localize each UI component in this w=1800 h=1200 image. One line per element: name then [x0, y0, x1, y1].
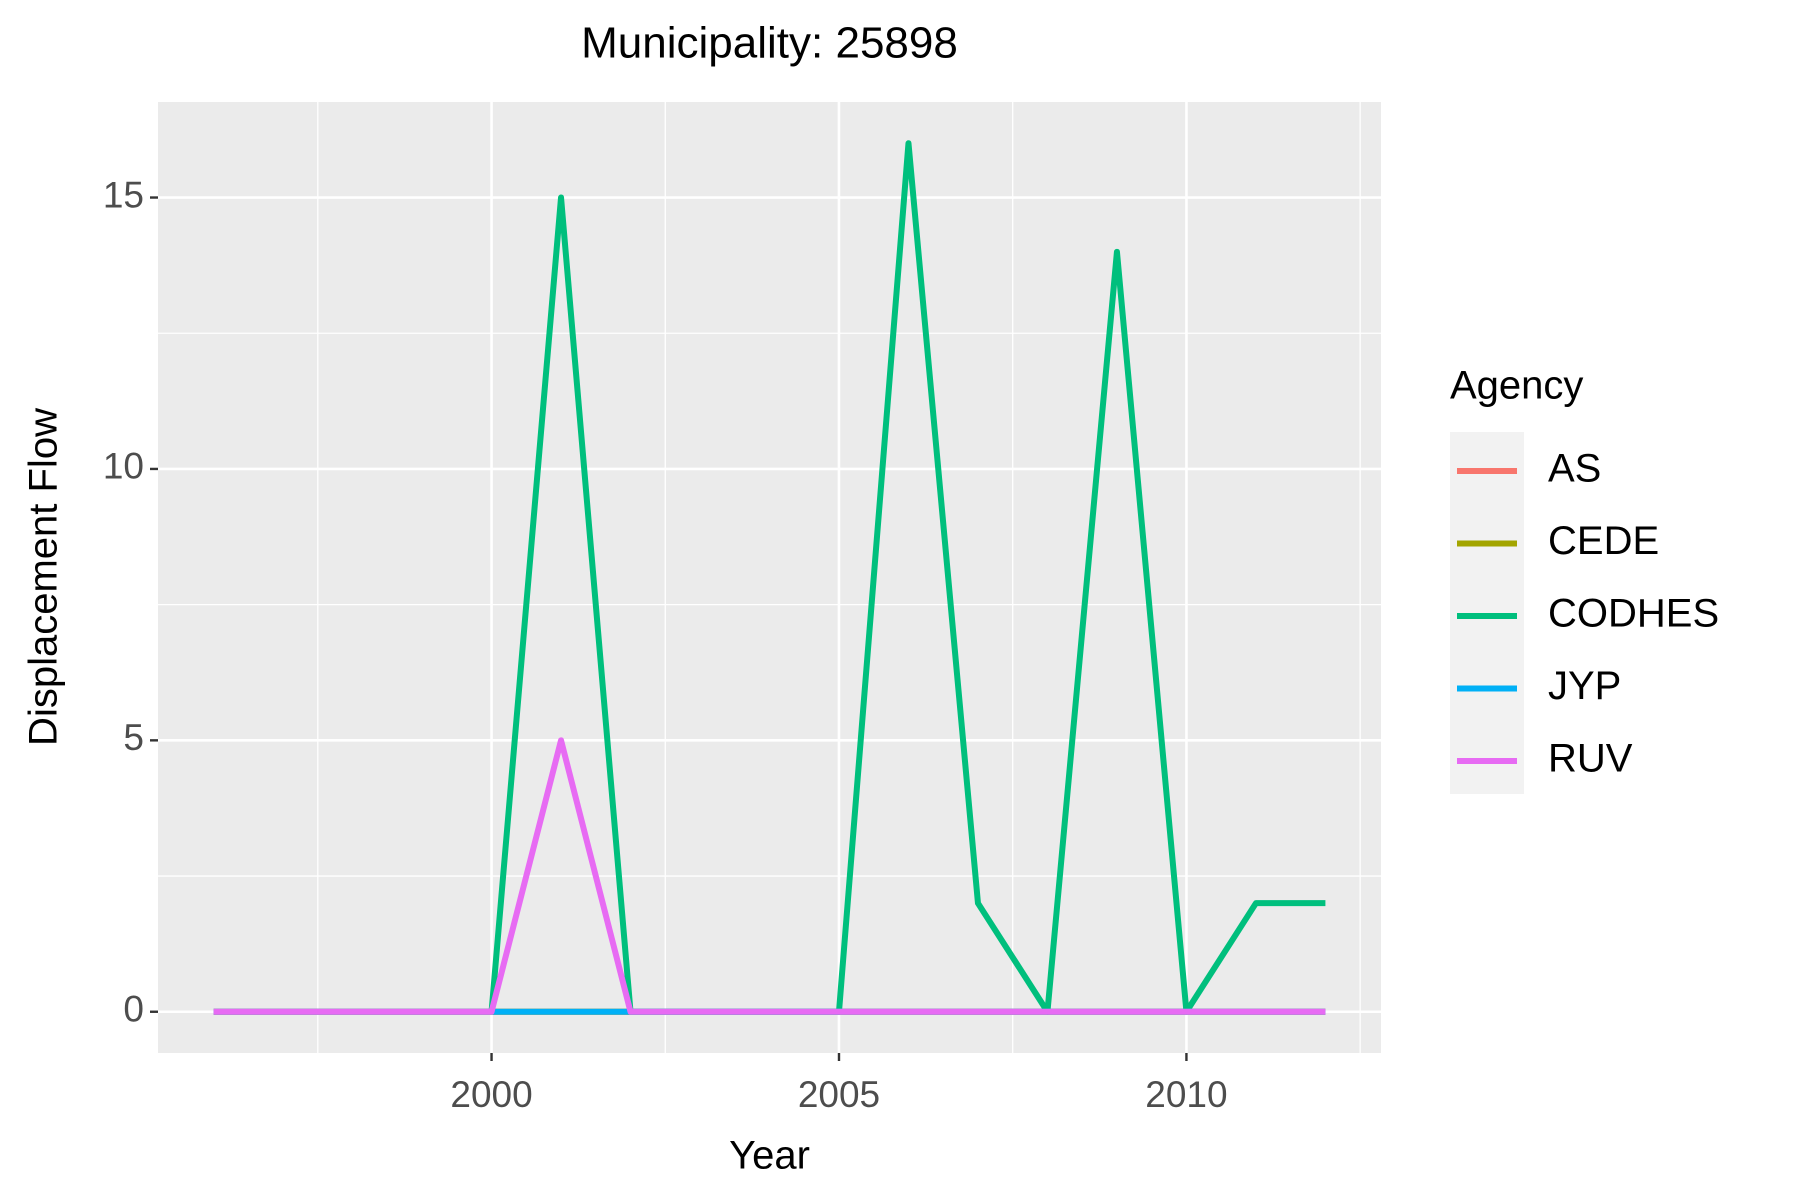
y-tick-label: 5 [123, 717, 144, 758]
legend-label: RUV [1548, 737, 1633, 781]
y-tick-label: 15 [103, 174, 144, 215]
chart-title: Municipality: 25898 [581, 19, 958, 68]
x-axis-label: Year [729, 1134, 810, 1178]
legend-title: Agency [1450, 364, 1583, 408]
x-tick-label: 2010 [1145, 1074, 1227, 1115]
legend-label: AS [1548, 447, 1601, 491]
plot-panel [158, 102, 1381, 1053]
x-tick-label: 2000 [450, 1074, 532, 1115]
x-tick-label: 2005 [798, 1074, 880, 1115]
legend-label: JYP [1548, 664, 1621, 708]
legend-label: CODHES [1548, 592, 1719, 636]
y-axis-label: Displacement Flow [22, 408, 66, 746]
series-line [213, 737, 1326, 1015]
y-tick-label: 0 [123, 989, 144, 1030]
y-tick-label: 10 [103, 446, 144, 487]
legend-label: CEDE [1548, 519, 1659, 563]
